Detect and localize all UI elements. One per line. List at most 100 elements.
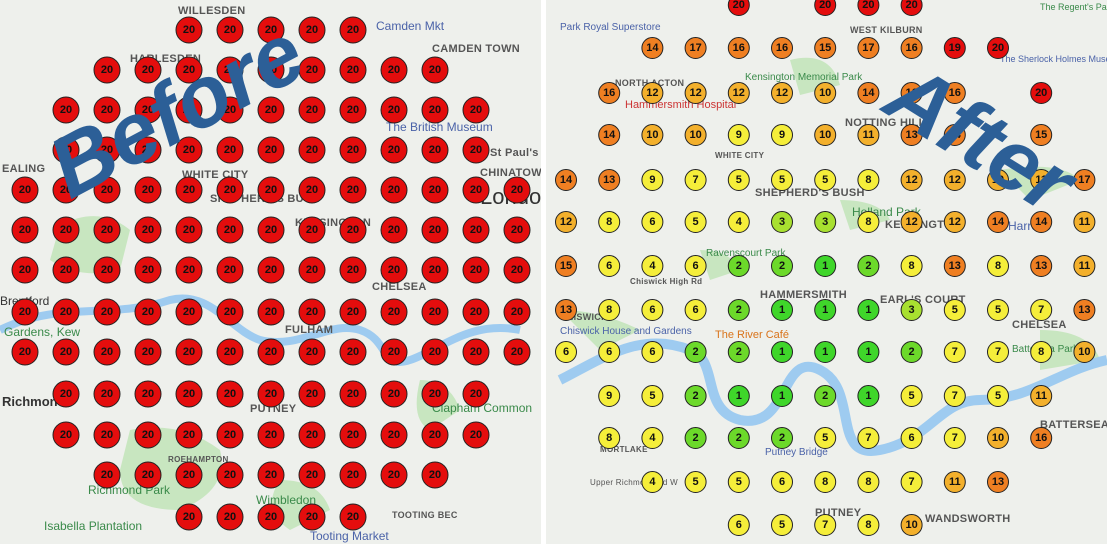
marker (987, 385, 1009, 407)
marker (900, 124, 923, 146)
marker (421, 256, 449, 284)
marker-value: 1 (865, 346, 871, 358)
marker (298, 56, 326, 84)
marker-value: 20 (19, 184, 31, 196)
marker (339, 16, 367, 44)
marker (52, 96, 80, 124)
marker (641, 169, 664, 191)
marker (257, 136, 285, 164)
marker-value: 20 (265, 469, 277, 481)
marker (727, 37, 750, 59)
marker-value: 20 (183, 24, 195, 36)
marker (814, 299, 837, 321)
marker-value: 12 (905, 216, 917, 228)
marker (857, 124, 880, 146)
marker-value: 7 (822, 519, 828, 531)
marker (900, 0, 923, 16)
marker-value: 8 (1038, 346, 1044, 358)
marker-value: 16 (905, 42, 917, 54)
marker (814, 211, 837, 233)
marker (727, 124, 750, 146)
marker (339, 461, 367, 489)
marker (93, 421, 121, 449)
marker-value: 20 (1035, 87, 1047, 99)
marker-value: 20 (470, 104, 482, 116)
marker (684, 299, 707, 321)
marker-value: 6 (563, 346, 569, 358)
map-label: FULHAM (285, 324, 333, 336)
marker (175, 176, 203, 204)
marker-value: 20 (429, 264, 441, 276)
marker-value: 20 (470, 429, 482, 441)
marker-value: 13 (992, 476, 1004, 488)
marker-value: 13 (560, 304, 572, 316)
marker-value: 20 (388, 264, 400, 276)
marker (93, 380, 121, 408)
marker (93, 176, 121, 204)
map-label: Upper Richmond Rd W (590, 478, 678, 487)
marker-value: 20 (388, 104, 400, 116)
marker-value: 20 (142, 64, 154, 76)
marker (503, 256, 531, 284)
marker (987, 169, 1009, 191)
marker (380, 56, 408, 84)
before-panel: WILLESDEN HARLESDEN Camden Mkt CAMDEN TO… (0, 0, 541, 544)
marker (216, 176, 244, 204)
marker-value: 20 (306, 184, 318, 196)
marker-value: 3 (822, 216, 828, 228)
marker-value: 9 (606, 390, 612, 402)
map-label: Clapham Common (432, 401, 532, 415)
marker (987, 427, 1009, 449)
marker (857, 37, 880, 59)
map-label: Gardens, Kew (4, 325, 80, 339)
markers: 20 20 20 20 20 20 20 20 20 20 20 20 20 20 20 20 20 20 20 20… (11, 16, 531, 531)
marker-value: 2 (909, 346, 915, 358)
marker (555, 299, 577, 321)
marker (641, 211, 664, 233)
marker-value: 6 (649, 216, 655, 228)
map-label: The British Museum (386, 120, 493, 134)
marker-value: 20 (183, 144, 195, 156)
marker (462, 96, 490, 124)
marker-value: 1 (779, 346, 785, 358)
marker-value: 6 (779, 476, 785, 488)
marker-value: 20 (429, 64, 441, 76)
marker (93, 136, 121, 164)
marker-value: 7 (909, 476, 915, 488)
marker (641, 255, 664, 277)
marker (771, 471, 793, 493)
marker (900, 299, 923, 321)
marker-value: 20 (19, 264, 31, 276)
marker (134, 461, 162, 489)
marker-value: 20 (101, 264, 113, 276)
marker-value: 20 (183, 64, 195, 76)
marker (380, 461, 408, 489)
marker (11, 216, 39, 244)
marker-value: 20 (142, 346, 154, 358)
marker-value: 20 (142, 388, 154, 400)
marker (421, 380, 449, 408)
marker-value: 20 (347, 306, 359, 318)
marker (175, 56, 203, 84)
marker (503, 338, 531, 366)
marker-value: 20 (183, 104, 195, 116)
marker-value: 12 (949, 174, 961, 186)
marker-value: 20 (347, 184, 359, 196)
marker-value: 20 (183, 469, 195, 481)
marker-value: 6 (606, 346, 612, 358)
marker-value: 10 (905, 519, 917, 531)
marker (900, 211, 923, 233)
marker (727, 471, 750, 493)
marker (684, 427, 707, 449)
marker (1030, 124, 1053, 146)
marker-value: 8 (865, 476, 871, 488)
marker (857, 211, 880, 233)
marker (421, 421, 449, 449)
marker (771, 255, 793, 277)
marker (93, 461, 121, 489)
marker-value: 5 (995, 304, 1001, 316)
marker (987, 211, 1009, 233)
marker (298, 338, 326, 366)
marker (380, 338, 408, 366)
